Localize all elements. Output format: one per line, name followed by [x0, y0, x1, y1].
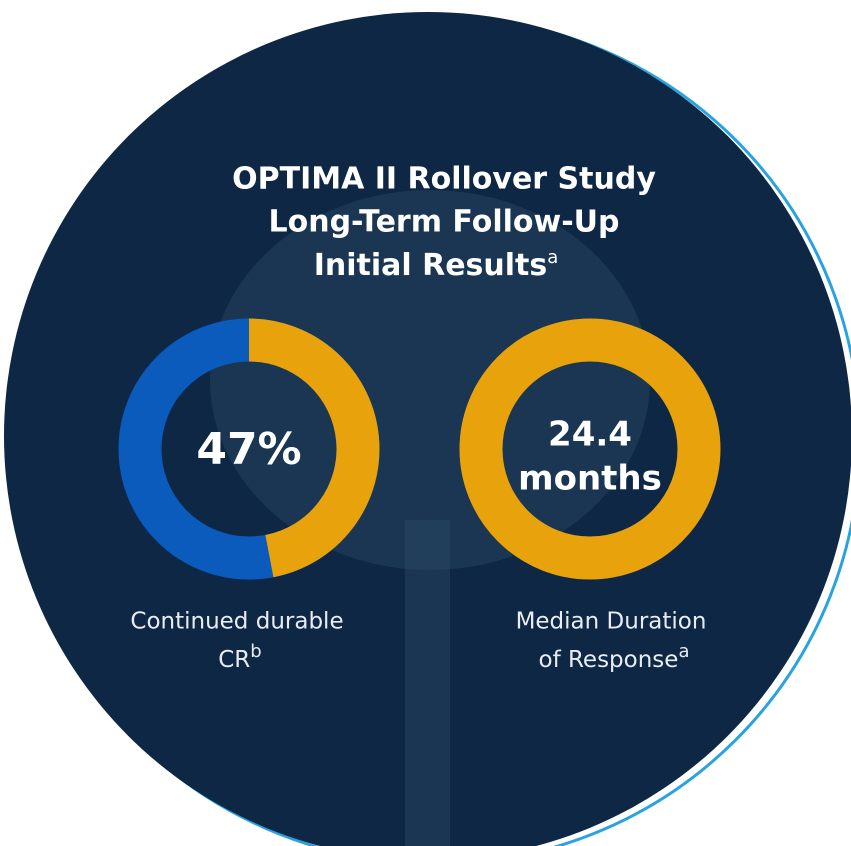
stat-value: 24.4 [548, 415, 632, 455]
stat-label: Continued durable [130, 609, 343, 635]
superscript: a [547, 247, 558, 268]
background-circle [4, 12, 851, 846]
label-text: CR [218, 647, 250, 673]
superscript: b [250, 641, 261, 662]
label-text: of Response [539, 647, 679, 673]
donut-segment [248, 318, 380, 578]
donut-ring [459, 318, 721, 580]
background-shape [405, 520, 450, 846]
stat-unit: months [518, 459, 662, 499]
title-text: Initial Results [314, 248, 548, 283]
stat-label: CRb [218, 641, 261, 673]
background [4, 12, 851, 846]
background-shape [210, 190, 650, 570]
donuts [118, 318, 721, 580]
title-line: Long-Term Follow-Up [269, 205, 620, 240]
stat-label: Median Duration [516, 609, 707, 635]
superscript: a [678, 641, 689, 662]
stat-label: of Responsea [539, 641, 690, 673]
title-line: Initial Resultsa [314, 247, 559, 283]
stat-value: 47% [196, 424, 301, 475]
title-line: OPTIMA II Rollover Study [232, 162, 656, 197]
